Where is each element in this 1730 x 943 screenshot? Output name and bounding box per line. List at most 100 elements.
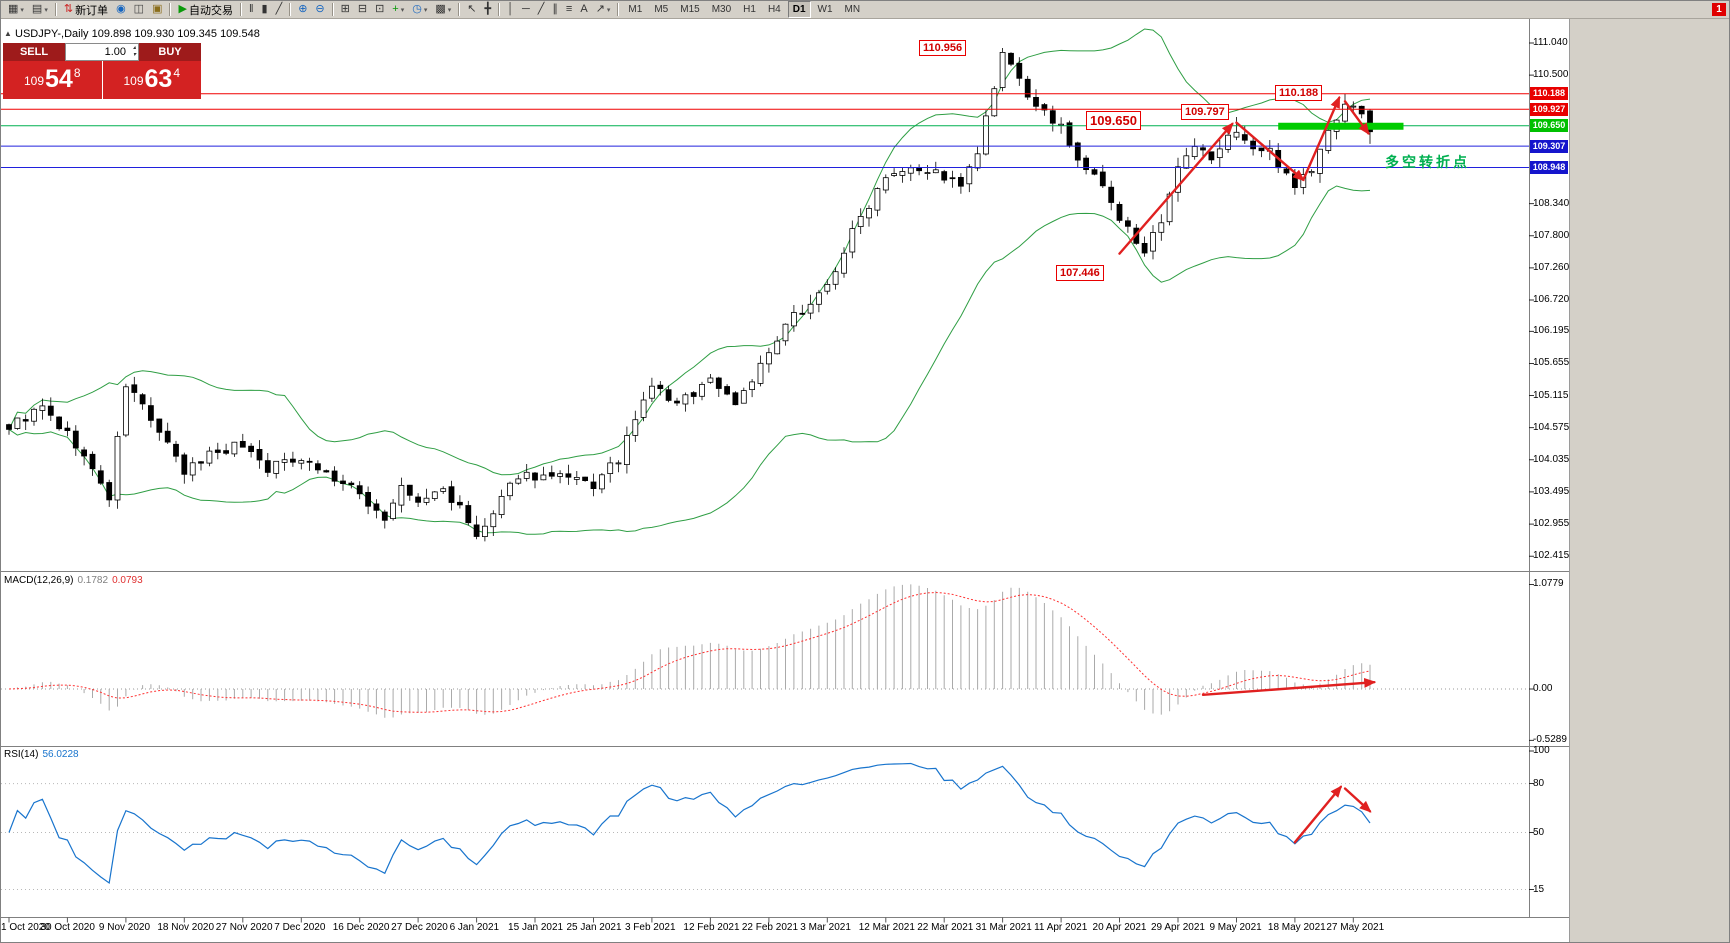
date-axis-label: 18 Nov 2020 bbox=[157, 922, 215, 933]
macd-indicator-label: MACD(12,26,9) 0.1782 0.0793 bbox=[4, 575, 143, 586]
chart-title-ohlc: USDJPY-,Daily 109.898 109.930 109.345 10… bbox=[15, 28, 260, 40]
date-axis-label: 15 Jan 2021 bbox=[508, 922, 564, 933]
price-axis-label: 107.800 bbox=[1533, 229, 1570, 241]
price-axis-label: 102.955 bbox=[1533, 518, 1570, 530]
text-tool-icon: A bbox=[580, 3, 588, 15]
date-axis-label: 3 Mar 2021 bbox=[800, 922, 851, 933]
crosshair-icon: ╋ bbox=[484, 3, 492, 15]
cascade-windows-button[interactable]: ⊟ bbox=[354, 1, 371, 19]
tile-windows-button[interactable]: ⊞ bbox=[337, 1, 354, 19]
timeframe-h4-button[interactable]: H4 bbox=[767, 4, 781, 15]
rsi-name: RSI(14) bbox=[4, 749, 39, 760]
timeframe-d1-button[interactable]: D1 bbox=[787, 1, 811, 18]
timeframe-m30-button[interactable]: M30 bbox=[711, 4, 732, 15]
market-watch-button[interactable]: ◉ bbox=[112, 1, 130, 19]
periods-clock-button[interactable]: ◷ ▾ bbox=[408, 1, 431, 19]
vertical-line-button[interactable]: │ bbox=[503, 1, 518, 19]
timeframe-m5-button[interactable]: M5 bbox=[654, 4, 669, 15]
lot-size-input[interactable]: 1.00 ▴ ▾ bbox=[65, 43, 139, 61]
price-callout-label[interactable]: 107.446 bbox=[1056, 265, 1104, 281]
line-chart-mode-button[interactable]: ╱ bbox=[272, 1, 287, 19]
one-click-trading-panel: SELL 1.00 ▴ ▾ BUY 109 54 8 109 63 4 bbox=[3, 43, 201, 99]
date-axis-label: 30 Oct 2020 bbox=[40, 922, 95, 933]
text-tool-button[interactable]: A bbox=[576, 1, 591, 19]
horizontal-line-button[interactable]: ─ bbox=[518, 1, 534, 19]
price-callout-label[interactable]: 109.797 bbox=[1181, 104, 1229, 120]
price-axis-label: 102.415 bbox=[1533, 550, 1570, 562]
macd-axis-label: 1.0779 bbox=[1533, 578, 1564, 590]
zoom-out-button[interactable]: ⊖ bbox=[311, 1, 328, 19]
horizontal-line-icon: ─ bbox=[522, 3, 530, 15]
trendline-button[interactable]: ╱ bbox=[534, 1, 549, 19]
price-level-badge: 109.927 bbox=[1530, 102, 1568, 116]
new-order-button[interactable]: ⇅ 新订单 bbox=[60, 1, 112, 19]
price-callout-label[interactable]: 109.650 bbox=[1086, 111, 1141, 130]
arrange-windows-icon: ⊡ bbox=[375, 3, 385, 15]
timeframe-h1-button[interactable]: H1 bbox=[743, 4, 756, 15]
arrange-windows-button[interactable]: ⊡ bbox=[371, 1, 388, 19]
cursor-button[interactable]: ↖ bbox=[463, 1, 480, 19]
candlestick-mode-button[interactable]: ▮ bbox=[258, 1, 272, 19]
date-axis-label: 27 May 2021 bbox=[1326, 922, 1385, 933]
timeframe-mn-button[interactable]: MN bbox=[844, 4, 861, 15]
price-callout-label[interactable]: 110.188 bbox=[1275, 85, 1323, 101]
buy-price-sup: 4 bbox=[173, 66, 181, 80]
macd-signal-value: 0.0793 bbox=[112, 575, 143, 586]
trendline-icon: ╱ bbox=[537, 3, 545, 15]
indicators-add-button[interactable]: + ▾ bbox=[388, 1, 408, 19]
lot-spinner[interactable]: ▴ ▾ bbox=[133, 45, 136, 59]
price-axis-label: 105.115 bbox=[1533, 389, 1569, 401]
autotrading-button[interactable]: ▶ 自动交易 bbox=[174, 1, 236, 19]
data-window-button[interactable]: ◫ bbox=[130, 1, 148, 19]
rsi-axis-label: 100 bbox=[1533, 745, 1550, 756]
bar-chart-mode-button[interactable]: ‖ bbox=[245, 1, 258, 19]
right-gutter bbox=[1569, 19, 1729, 942]
vertical-line-icon: │ bbox=[507, 3, 514, 15]
data-window-icon: ◫ bbox=[133, 3, 145, 15]
date-axis-label: 20 Apr 2021 bbox=[1092, 922, 1147, 933]
price-axis-label: 111.040 bbox=[1533, 37, 1568, 48]
buy-price-button[interactable]: 109 63 4 bbox=[102, 61, 201, 99]
date-axis-label: 1 Oct 2020 bbox=[1, 922, 50, 933]
chart-window[interactable]: 111.040 110.500 108.340 107.800 107.260 106.7… bbox=[1, 19, 1570, 943]
date-axis-label: 27 Nov 2020 bbox=[215, 922, 273, 933]
templates-button[interactable]: ▩ ▾ bbox=[431, 1, 455, 19]
buy-button[interactable]: BUY bbox=[139, 43, 201, 61]
zoom-in-button[interactable]: ⊕ bbox=[294, 1, 311, 19]
sell-button[interactable]: SELL bbox=[3, 43, 65, 61]
notification-badge[interactable]: 1 bbox=[1712, 3, 1726, 16]
rsi-axis-label: 15 bbox=[1533, 883, 1545, 895]
dropdown-caret-icon: ▾ bbox=[423, 6, 428, 14]
fibonacci-button[interactable]: ≡ bbox=[562, 1, 576, 19]
chart-overlays: 111.040 110.500 108.340 107.800 107.260 106.7… bbox=[1, 19, 1570, 942]
timeframe-m1-button[interactable]: M1 bbox=[628, 4, 643, 15]
date-axis-label: 18 May 2021 bbox=[1267, 922, 1326, 933]
spinner-up-icon[interactable]: ▴ bbox=[132, 45, 136, 51]
date-axis-label: 31 Mar 2021 bbox=[975, 922, 1032, 933]
arrows-tool-icon: ↗ bbox=[595, 3, 605, 15]
one-click-collapse-arrow[interactable]: ▲ bbox=[4, 29, 12, 38]
price-callout-label[interactable]: 110.956 bbox=[919, 40, 967, 56]
new-chart-button[interactable]: ▦ ▾ bbox=[4, 1, 28, 19]
arrows-tool-button[interactable]: ↗ ▾ bbox=[592, 1, 615, 19]
line-chart-mode-icon: ╱ bbox=[275, 3, 283, 15]
spinner-down-icon[interactable]: ▾ bbox=[132, 52, 136, 58]
candlestick-mode-icon: ▮ bbox=[261, 3, 268, 15]
timeframe-m15-button[interactable]: M15 bbox=[680, 4, 700, 15]
templates-icon: ▩ bbox=[435, 3, 446, 15]
price-axis-label: 106.195 bbox=[1533, 325, 1570, 337]
sell-price-button[interactable]: 109 54 8 bbox=[3, 61, 103, 99]
terminal-button[interactable]: ▣ bbox=[148, 1, 166, 19]
toolbar-separator bbox=[169, 3, 172, 16]
chart-canvas[interactable] bbox=[1, 19, 1569, 943]
date-axis-label: 12 Mar 2021 bbox=[858, 922, 915, 933]
equidistant-channel-button[interactable]: ∥ bbox=[548, 1, 562, 19]
crosshair-button[interactable]: ╋ bbox=[481, 1, 496, 19]
autotrading-icon: ▶ bbox=[178, 3, 187, 15]
equidistant-channel-icon: ∥ bbox=[552, 3, 558, 15]
price-axis-label: 110.500 bbox=[1533, 69, 1569, 81]
timeframe-w1-button[interactable]: W1 bbox=[817, 4, 833, 15]
profiles-button[interactable]: ▤ ▾ bbox=[28, 1, 52, 19]
annotation-text[interactable]: 多空转折点 bbox=[1385, 154, 1470, 170]
